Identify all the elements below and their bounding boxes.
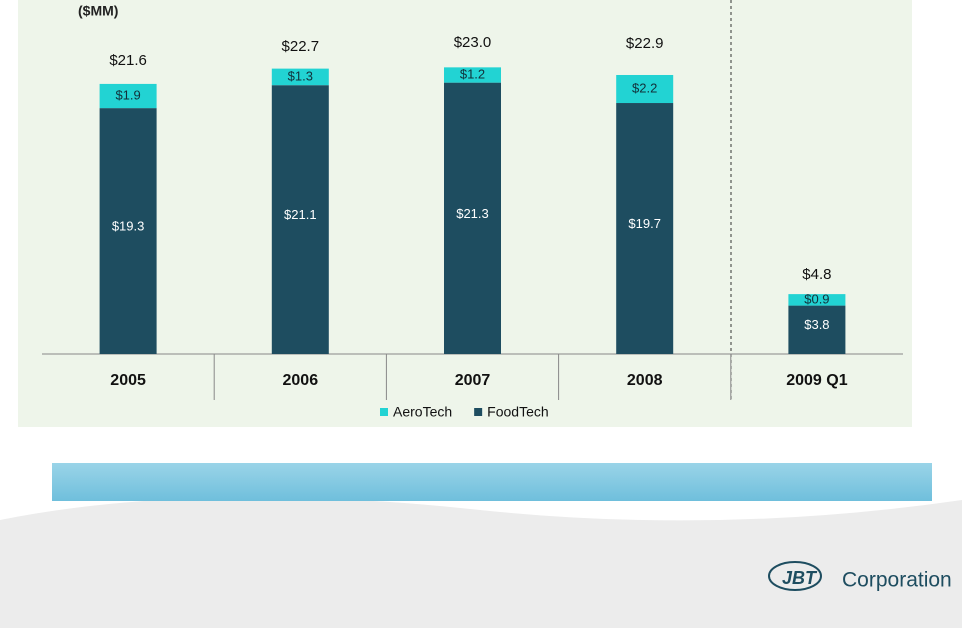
bar-segment (444, 82, 501, 354)
logo: JBT Corporation (768, 561, 952, 592)
bar-segment (271, 85, 329, 354)
value-label: $0.9 (804, 291, 829, 306)
x-tick-label: 2008 (627, 372, 663, 389)
bar-segment (99, 83, 157, 109)
logo-oval (768, 561, 822, 591)
bar-segment (271, 68, 329, 86)
logo-name: Corporation (842, 569, 952, 592)
background-wave (0, 497, 962, 628)
unit-label: ($MM) (78, 3, 118, 19)
total-label: $23.0 (454, 34, 492, 51)
value-label: $19.7 (628, 216, 661, 231)
value-label: $21.1 (284, 207, 317, 222)
legend-label: AeroTech (393, 404, 452, 420)
value-label: $1.2 (460, 66, 485, 81)
total-label: $21.6 (109, 52, 147, 69)
total-label: $4.8 (802, 266, 831, 283)
total-label: $22.9 (626, 35, 664, 52)
bar-segment (99, 108, 157, 354)
value-label: $1.9 (115, 87, 140, 102)
bar-segment (444, 67, 501, 83)
value-label: $19.3 (112, 218, 145, 233)
x-tick-label: 2006 (283, 372, 319, 389)
legend-label: FoodTech (487, 404, 548, 420)
value-label: $21.3 (456, 206, 489, 221)
legend-swatch (380, 408, 388, 416)
x-tick-label: 2009 Q1 (786, 372, 847, 389)
bar-segment (616, 103, 674, 354)
logo-mark: JBT (782, 568, 818, 588)
bar-segment (788, 294, 846, 306)
value-label: $1.3 (288, 68, 313, 83)
value-label: $2.2 (632, 80, 657, 95)
value-label: $3.8 (804, 317, 829, 332)
x-tick-label: 2007 (455, 372, 491, 389)
bar-segment (788, 305, 846, 354)
banner (52, 463, 932, 501)
bar-segment (616, 74, 674, 104)
legend-swatch (474, 408, 483, 416)
x-tick-label: 2005 (110, 372, 146, 389)
total-label: $22.7 (282, 38, 320, 55)
